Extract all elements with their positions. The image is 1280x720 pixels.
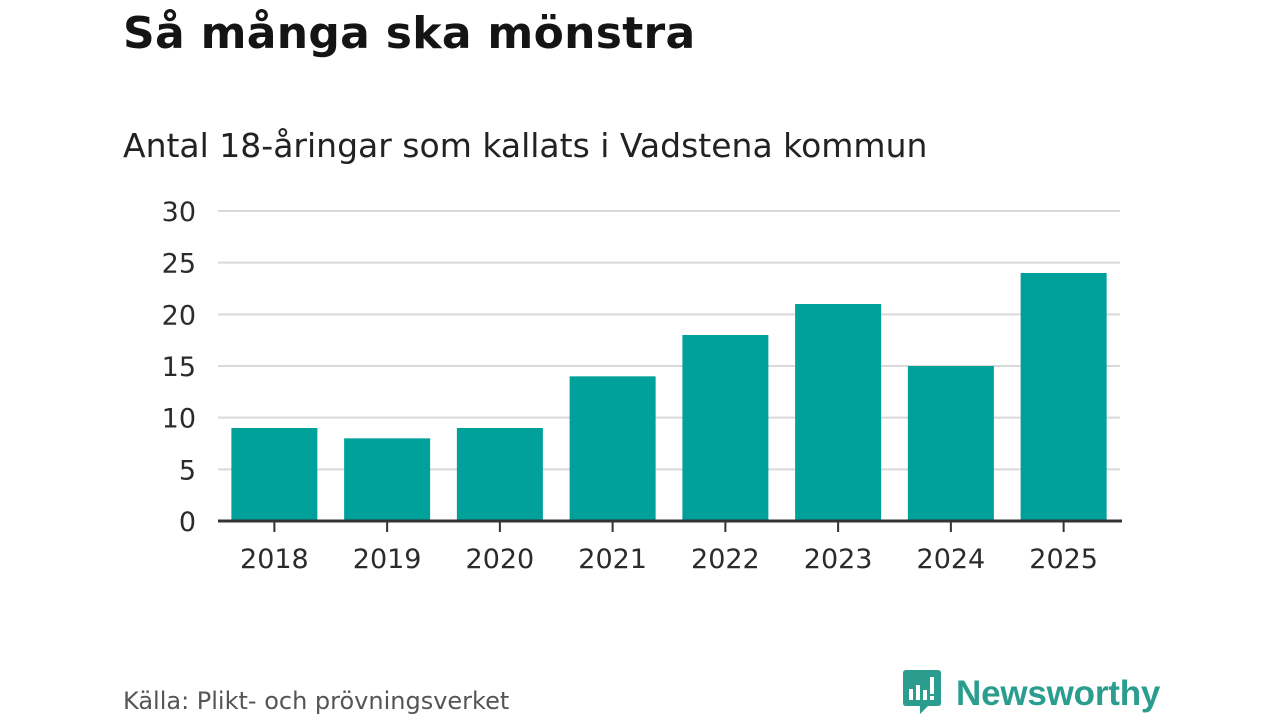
bar-2018 (231, 428, 318, 521)
bar-2020 (456, 428, 543, 521)
newsworthy-logo-icon (902, 668, 942, 720)
y-tick-label: 5 (179, 455, 196, 486)
bar-2024 (907, 366, 994, 521)
x-tick-label: 2022 (691, 544, 760, 575)
y-axis-ticks: 0 5 10 15 20 25 30 (162, 197, 196, 538)
y-tick-label: 25 (162, 249, 196, 280)
x-tick-label: 2024 (917, 544, 986, 575)
bar-2019 (344, 438, 431, 521)
y-tick-label: 20 (162, 300, 196, 331)
x-axis (218, 519, 1122, 532)
x-tick-label: 2020 (466, 544, 535, 575)
source-note: Källa: Plikt- och prövningsverket (123, 687, 510, 715)
x-axis-ticks: 2018 2019 2020 2021 2022 2023 2024 2025 (240, 544, 1098, 575)
brand-name: Newsworthy (956, 674, 1161, 713)
x-tick-label: 2023 (804, 544, 873, 575)
y-tick-label: 15 (162, 352, 196, 383)
chart-subtitle: Antal 18-åringar som kallats i Vadstena … (123, 126, 928, 165)
y-tick-label: 0 (179, 507, 196, 538)
bar-2023 (795, 304, 882, 521)
x-tick-label: 2019 (353, 544, 422, 575)
chart-title: Så många ska mönstra (123, 8, 696, 59)
x-tick-label: 2021 (578, 544, 647, 575)
x-tick-label: 2025 (1029, 544, 1098, 575)
y-tick-label: 10 (162, 404, 196, 435)
brand-logo: Newsworthy (902, 670, 1160, 718)
bar-2021 (569, 376, 656, 521)
x-tick-label: 2018 (240, 544, 309, 575)
bar-2025 (1020, 273, 1107, 521)
y-tick-label: 30 (162, 197, 196, 228)
bars (231, 273, 1107, 521)
bar-2022 (682, 335, 769, 521)
